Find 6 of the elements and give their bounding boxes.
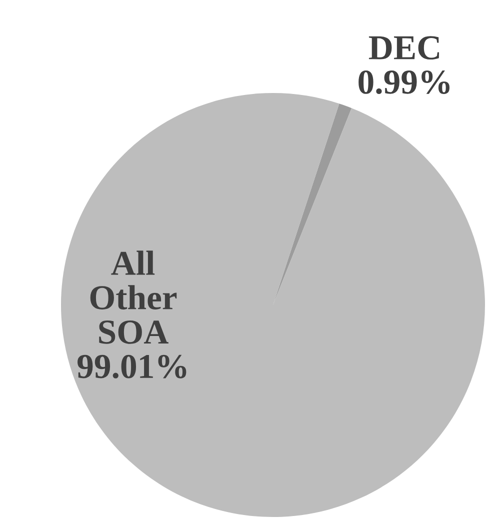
slice-label: DEC: [368, 36, 440, 60]
data-label: 99.01%: [78, 354, 186, 378]
slice-label: All Other SOA: [90, 250, 177, 344]
pie-slice: [273, 104, 352, 305]
data-label: 0.99%: [358, 70, 450, 94]
pie-slice: [61, 93, 485, 517]
